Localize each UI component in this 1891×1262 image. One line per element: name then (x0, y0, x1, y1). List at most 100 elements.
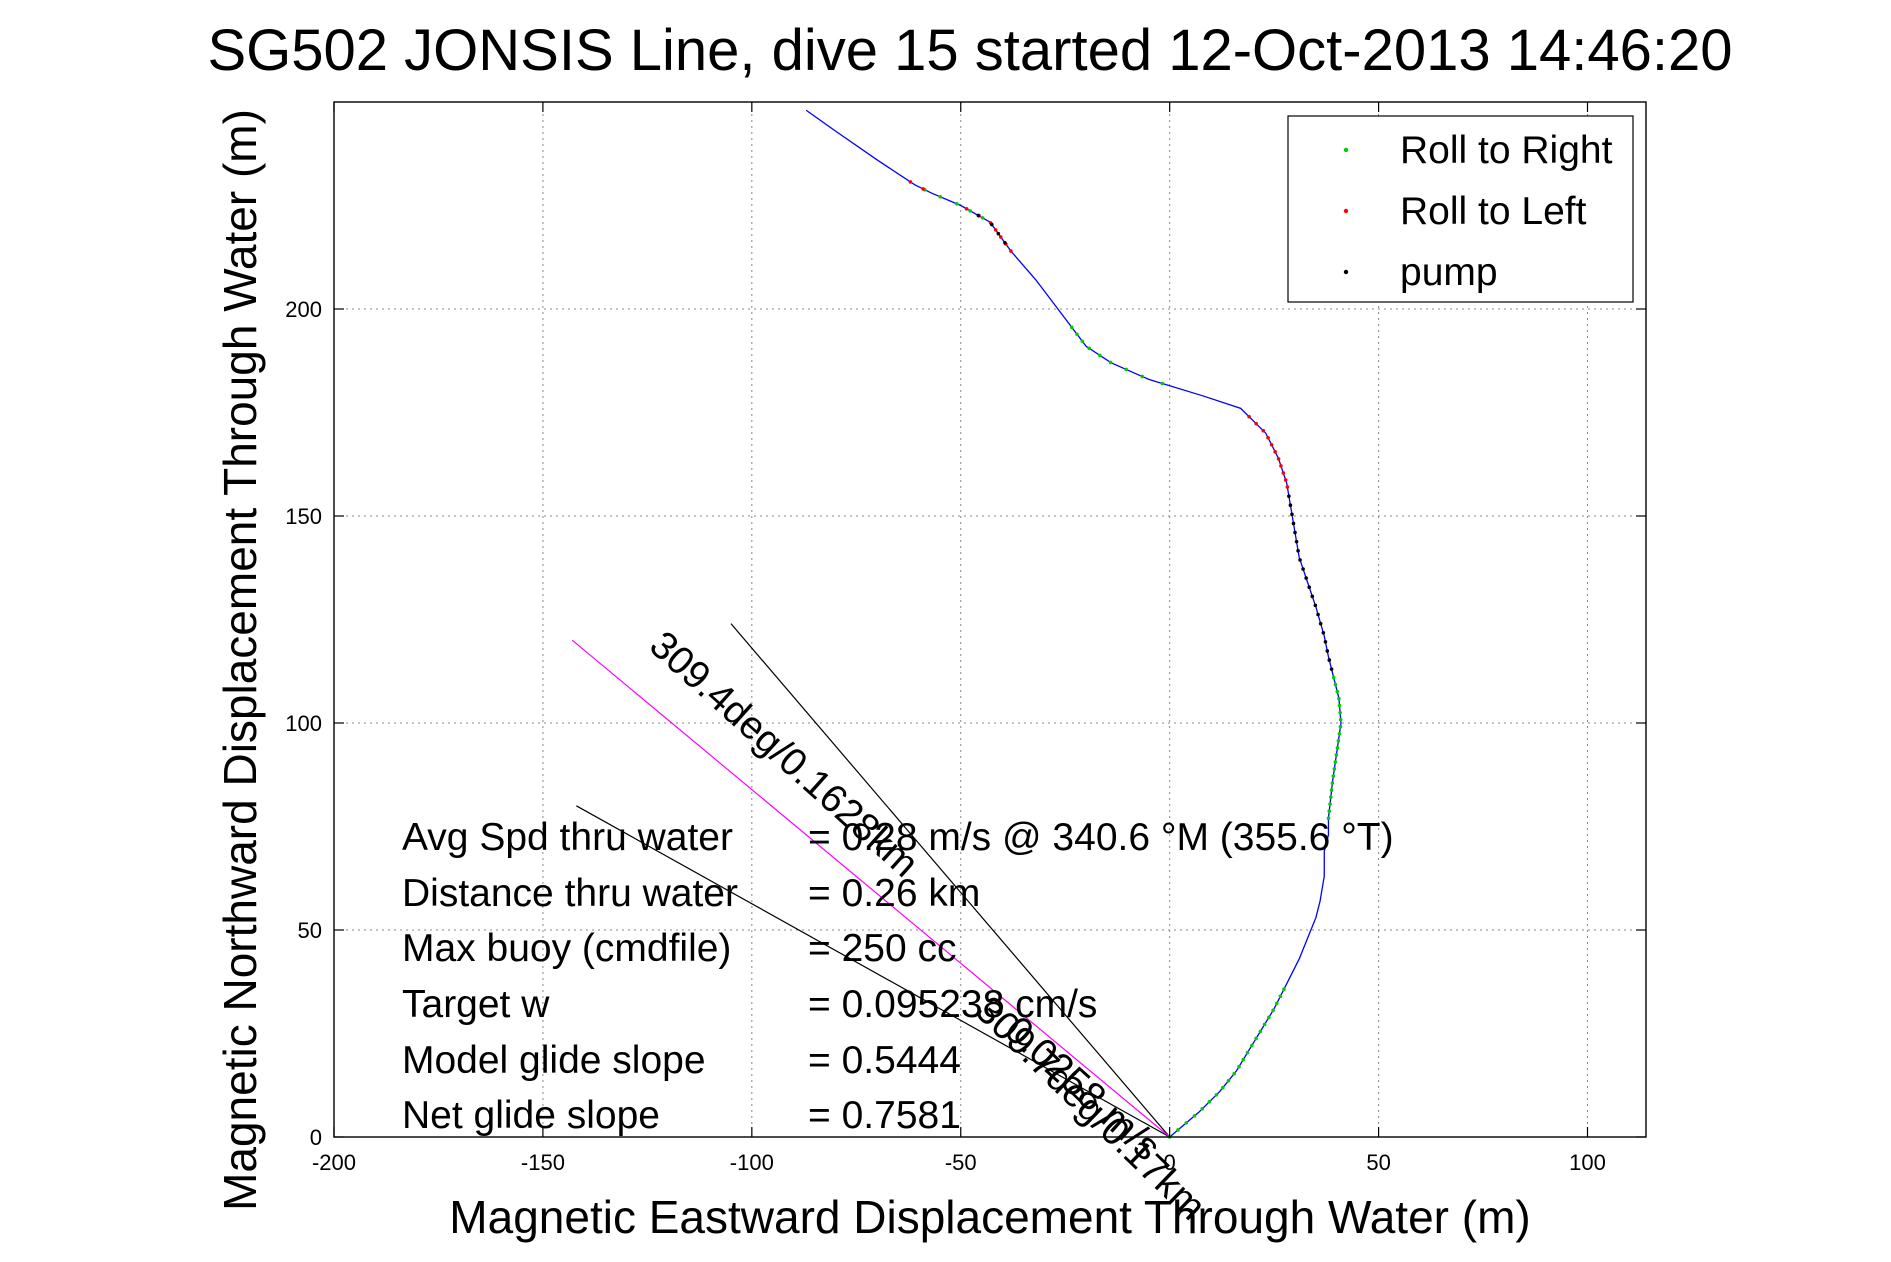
x-tick-label: -50 (945, 1150, 977, 1175)
marker-point (955, 202, 959, 206)
marker-point (1192, 1114, 1197, 1118)
marker-point (1075, 332, 1079, 337)
legend-label: pump (1400, 251, 1498, 294)
marker-point (1262, 1022, 1267, 1027)
annotation-key: Distance thru water (402, 872, 738, 915)
marker-point (998, 235, 1003, 239)
marker-point (1338, 710, 1342, 715)
track-line (805, 109, 1342, 1138)
heading-rays (571, 623, 1171, 1138)
annotation-key: Avg Spd thru water (402, 816, 733, 859)
marker-point (1009, 249, 1013, 253)
x-tick-label: 100 (1569, 1150, 1606, 1175)
marker-point (1278, 994, 1283, 999)
marker-point (1331, 675, 1336, 680)
marker-point (1296, 548, 1300, 553)
marker-point (1316, 612, 1320, 617)
annotation-key: Net glide slope (402, 1094, 660, 1137)
axis-ticks: -200 -150 -100 -50 0 50 100 0 50 100 150 200 (285, 102, 1646, 1175)
x-tick-label: 0 (1164, 1150, 1176, 1175)
marker-point (1304, 576, 1308, 580)
marker-point (1330, 781, 1335, 785)
marker-point (989, 222, 994, 227)
marker-point (1323, 640, 1328, 644)
annotation-value: = 0.5444 (808, 1039, 961, 1082)
marker-point (1226, 1078, 1231, 1083)
marker-point (1338, 724, 1343, 729)
marker-point (1283, 478, 1288, 482)
y-tick-label: 100 (285, 711, 322, 736)
marker-point (1200, 1107, 1205, 1111)
marker-point (1266, 435, 1270, 440)
marker-point (1313, 603, 1318, 608)
marker-point (1337, 731, 1342, 736)
marker-point (1275, 1001, 1279, 1006)
marker-point (1271, 1008, 1275, 1013)
annotation-value: = 0.7581 (808, 1094, 961, 1137)
annotation-value: = 0.26 km (808, 872, 980, 915)
marker-point (1276, 457, 1281, 461)
marker-point (1290, 512, 1294, 517)
annotation-key: Model glide slope (402, 1039, 706, 1082)
marker-point (1124, 367, 1129, 372)
marker-point (1288, 503, 1293, 508)
marker-point (1250, 1043, 1254, 1048)
marker-point (908, 180, 913, 184)
marker-point (1285, 485, 1290, 489)
marker-point (964, 207, 969, 211)
marker-point (980, 216, 985, 220)
marker-point (1338, 717, 1343, 722)
marker-point (1337, 696, 1341, 701)
marker-point (1332, 767, 1337, 771)
marker-point (1221, 1085, 1225, 1090)
annotation-value: = 0.28 m/s @ 340.6 °M (355.6 °T) (808, 816, 1394, 859)
marker-point (1232, 1071, 1236, 1076)
marker-point (1321, 630, 1326, 635)
legend-label: Roll to Left (1400, 190, 1587, 233)
marker-point (938, 195, 943, 199)
chart-title: SG502 JONSIS Line, dive 15 started 12-Oc… (207, 18, 1732, 83)
marker-point (1282, 987, 1286, 992)
marker-point (1327, 658, 1332, 662)
roll-pump-markers (908, 180, 1343, 1139)
marker-point (1331, 774, 1336, 778)
marker-point (1269, 442, 1274, 447)
x-tick-label: -200 (312, 1150, 356, 1175)
marker-point (1333, 760, 1338, 764)
marker-point (921, 187, 925, 191)
marker-point (1279, 464, 1283, 468)
y-tick-label: 200 (285, 297, 322, 322)
marker-point (1258, 1029, 1263, 1034)
marker-point (1287, 494, 1291, 498)
legend-marker (1343, 147, 1349, 153)
marker-point (1318, 621, 1323, 626)
marker-point (1325, 649, 1330, 653)
annotation-value: = 0.095238 cm/s (808, 983, 1097, 1026)
marker-point (976, 213, 981, 218)
marker-point (1281, 471, 1286, 475)
marker-point (1329, 788, 1334, 792)
annotation-value: = 250 cc (808, 927, 957, 970)
marker-point (1294, 539, 1299, 544)
marker-point (1160, 381, 1165, 386)
marker-point (1307, 585, 1312, 590)
marker-point (1328, 802, 1332, 806)
annotation-key: Max buoy (cmdfile) (402, 927, 731, 970)
y-tick-label: 0 (310, 1125, 322, 1150)
marker-point (1098, 353, 1102, 358)
marker-point (1337, 703, 1342, 708)
y-axis-label: Magnetic Northward Displacement Through … (214, 109, 266, 1211)
annotation-key: Target w (402, 983, 550, 1026)
y-tick-label: 50 (298, 918, 322, 943)
marker-point (968, 209, 973, 213)
legend-marker (1343, 269, 1349, 275)
marker-point (1176, 1128, 1180, 1132)
marker-point (1207, 1100, 1212, 1104)
marker-point (1335, 746, 1340, 750)
marker-point (1254, 1036, 1258, 1041)
y-tick-label: 150 (285, 504, 322, 529)
marker-point (1237, 1064, 1241, 1069)
x-tick-label: -150 (521, 1150, 565, 1175)
marker-point (1336, 739, 1341, 743)
